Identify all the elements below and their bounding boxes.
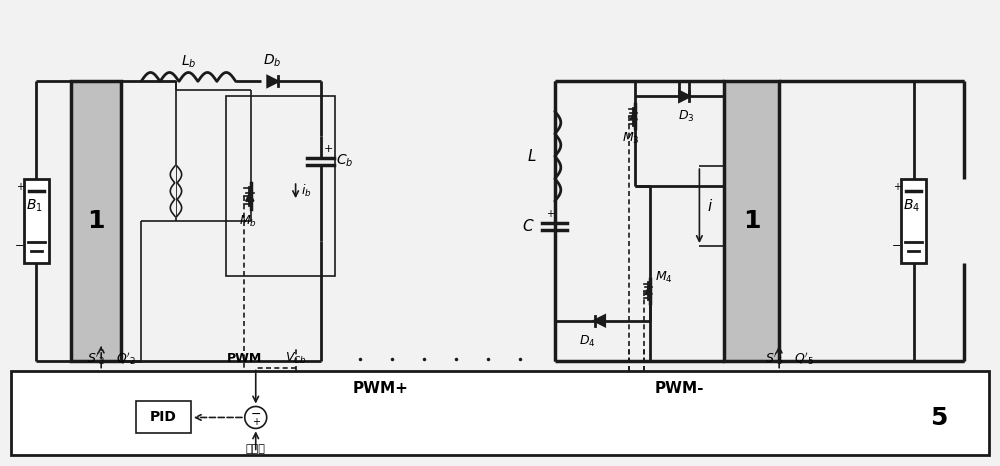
Text: $L$: $L$ xyxy=(527,148,537,164)
Text: $L_b$: $L_b$ xyxy=(181,54,196,70)
Text: PWM+: PWM+ xyxy=(352,381,408,396)
Text: $S'_2$: $S'_2$ xyxy=(87,350,105,367)
Text: $B_4$: $B_4$ xyxy=(903,198,920,214)
Text: $D_3$: $D_3$ xyxy=(678,110,695,124)
Text: −: − xyxy=(15,241,24,252)
Text: $D_4$: $D_4$ xyxy=(579,334,596,349)
Text: 1: 1 xyxy=(743,209,760,233)
Text: PID: PID xyxy=(150,411,177,425)
Text: $D_b$: $D_b$ xyxy=(263,53,282,69)
Text: 5: 5 xyxy=(930,406,947,430)
Text: PWM-: PWM- xyxy=(655,381,704,396)
Text: $S'_5$: $S'_5$ xyxy=(765,350,783,367)
Text: $M_4$: $M_4$ xyxy=(655,270,672,285)
Text: $M_3$: $M_3$ xyxy=(622,131,639,146)
Bar xyxy=(226,96,335,276)
Text: +: + xyxy=(893,182,901,192)
Text: $V_{Cb}$: $V_{Cb}$ xyxy=(285,351,307,366)
Polygon shape xyxy=(268,76,278,86)
Text: −: − xyxy=(250,407,261,420)
Text: $Q'_2$: $Q'_2$ xyxy=(116,350,136,367)
Text: 设定値: 设定値 xyxy=(246,445,266,454)
Polygon shape xyxy=(679,91,689,102)
Text: +: + xyxy=(546,209,554,219)
Polygon shape xyxy=(246,193,254,201)
Polygon shape xyxy=(645,288,652,295)
Text: +: + xyxy=(252,417,260,427)
Text: $C_b$: $C_b$ xyxy=(336,153,354,170)
Bar xyxy=(11,370,989,455)
Text: $i$: $i$ xyxy=(707,198,714,214)
Text: $C$: $C$ xyxy=(522,218,535,234)
Text: −: − xyxy=(892,241,901,252)
Text: +: + xyxy=(324,144,333,154)
Polygon shape xyxy=(595,316,605,326)
Text: PWM: PWM xyxy=(227,352,262,365)
Text: $M_b$: $M_b$ xyxy=(239,213,257,229)
Polygon shape xyxy=(630,113,637,120)
Bar xyxy=(71,82,121,361)
Text: 1: 1 xyxy=(87,209,105,233)
Bar xyxy=(136,402,191,433)
Text: $i_b$: $i_b$ xyxy=(301,183,311,199)
Text: $B_1$: $B_1$ xyxy=(26,198,43,214)
Text: +: + xyxy=(16,182,24,192)
Bar xyxy=(724,82,779,361)
Text: $Q'_5$: $Q'_5$ xyxy=(794,350,814,367)
Bar xyxy=(24,178,49,263)
Bar xyxy=(901,178,926,263)
